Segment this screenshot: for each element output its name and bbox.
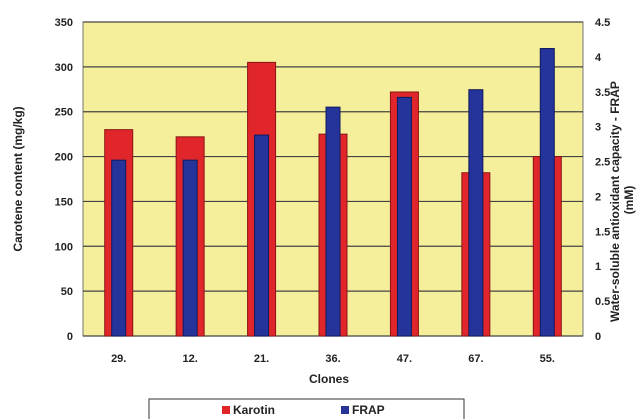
x-axis-title: Clones bbox=[309, 372, 349, 386]
y2-tick-label: 2 bbox=[595, 191, 601, 203]
category-labels: 29. 12. 21. 36. 47. 67. 55. bbox=[111, 353, 555, 365]
legend-swatch-karotin bbox=[222, 406, 230, 414]
y2-axis-title-line2: (mM) bbox=[622, 186, 636, 215]
left-axis-ticks: 0 50 100 150 200 250 300 350 bbox=[55, 17, 73, 343]
legend-label-frap: FRAP bbox=[352, 403, 385, 417]
x-tick-label: 29. bbox=[111, 353, 126, 365]
y-tick-label: 350 bbox=[55, 17, 73, 29]
y2-tick-label: 0 bbox=[595, 331, 601, 343]
y2-tick-label: 3.5 bbox=[595, 87, 610, 99]
y2-tick-label: 1 bbox=[595, 261, 601, 273]
legend-box bbox=[148, 398, 465, 419]
y-tick-label: 300 bbox=[55, 62, 73, 74]
bar-frap bbox=[468, 89, 484, 337]
bars bbox=[104, 48, 562, 337]
y2-tick-label: 4.5 bbox=[595, 17, 610, 29]
right-axis-ticks: 0 0.5 1 1.5 2 2.5 3 3.5 4 4.5 bbox=[595, 17, 610, 343]
bar-frap bbox=[254, 134, 270, 337]
legend: Karotin FRAP bbox=[148, 398, 465, 419]
bar-frap bbox=[539, 48, 555, 337]
y2-tick-label: 1.5 bbox=[595, 226, 610, 238]
legend-label-karotin: Karotin bbox=[233, 403, 275, 417]
y-tick-label: 50 bbox=[61, 286, 73, 298]
y2-tick-label: 2.5 bbox=[595, 157, 610, 169]
x-tick-label: 12. bbox=[182, 353, 197, 365]
legend-swatch-frap bbox=[341, 406, 349, 414]
y-tick-label: 100 bbox=[55, 241, 73, 253]
x-tick-label: 67. bbox=[468, 353, 483, 365]
bar-frap bbox=[111, 159, 127, 337]
y2-axis-title-line1: Water-soluble antioxidant capacity - FRA… bbox=[608, 81, 622, 322]
y2-tick-label: 4 bbox=[595, 52, 602, 64]
x-tick-label: 36. bbox=[325, 353, 340, 365]
y2-axis-title: Water-soluble antioxidant capacity - FRA… bbox=[608, 78, 636, 322]
y-axis-title: Carotene content (mg/kg) bbox=[11, 106, 25, 251]
x-tick-label: 55. bbox=[540, 353, 555, 365]
x-tick-label: 47. bbox=[397, 353, 412, 365]
x-tick-label: 21. bbox=[254, 353, 269, 365]
bar-frap bbox=[325, 106, 341, 337]
y-tick-label: 0 bbox=[67, 331, 73, 343]
y-tick-label: 250 bbox=[55, 107, 73, 119]
bar-frap bbox=[182, 159, 198, 337]
bar-frap bbox=[396, 96, 412, 337]
y-tick-label: 200 bbox=[55, 152, 73, 164]
y-tick-label: 150 bbox=[55, 196, 73, 208]
y2-tick-label: 3 bbox=[595, 122, 601, 134]
y2-tick-label: 0.5 bbox=[595, 296, 610, 308]
